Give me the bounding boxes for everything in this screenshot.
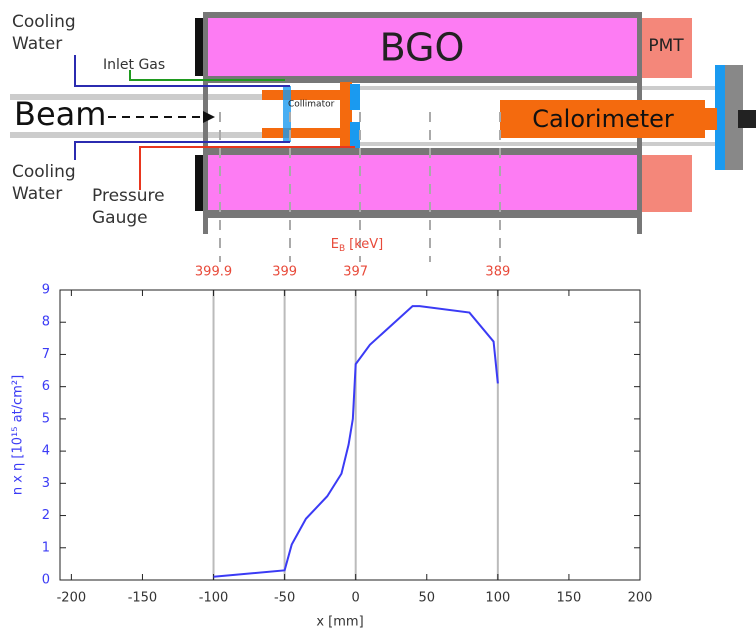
water-line <box>74 55 290 87</box>
label: Inlet Gas <box>103 57 165 73</box>
y-tick-label: 2 <box>42 508 50 523</box>
y-axis-label: n x η [10¹⁵ at/cm²] <box>11 375 26 495</box>
data-line <box>213 305 499 578</box>
frame <box>205 210 640 218</box>
y-tick-label: 5 <box>42 411 50 426</box>
x-axis-label: x [mm] <box>316 615 363 630</box>
label: Cooling <box>12 12 76 32</box>
end-cap <box>725 65 743 170</box>
bgo-crystal <box>205 155 640 212</box>
collimator <box>262 90 352 100</box>
label: Collimator <box>288 100 335 110</box>
label: Water <box>12 34 62 54</box>
connector <box>738 110 756 128</box>
frame <box>195 155 205 211</box>
x-tick-label: 100 <box>485 591 510 606</box>
label: Gauge <box>92 208 148 228</box>
x-tick-label: 200 <box>628 591 653 606</box>
top-tick-label: 397 <box>343 265 368 280</box>
calorimeter <box>705 108 717 130</box>
x-tick-label: 150 <box>557 591 582 606</box>
x-tick-label: 50 <box>418 591 435 606</box>
y-tick-label: 3 <box>42 476 50 491</box>
label-sub: B <box>339 244 345 254</box>
label: Water <box>12 184 62 204</box>
top-tick-label: 399.9 <box>195 265 232 280</box>
frame <box>205 148 640 155</box>
y-tick-label: 4 <box>42 444 50 459</box>
top-tick-label: 389 <box>485 265 510 280</box>
pipe <box>360 86 720 90</box>
calorimeter <box>500 100 705 138</box>
label-main: E <box>331 237 339 252</box>
plot: 399.9 399 397 389 0 1 2 3 4 5 6 7 8 9 -200 -150 -100 -50 0… <box>42 265 653 606</box>
label-unit: [keV] <box>349 237 383 252</box>
setup-diagram: Cooling Water Inlet Gas BGO PMT Beam Col… <box>10 12 756 262</box>
collimator <box>340 82 352 148</box>
top-tick-label: 399 <box>272 265 297 280</box>
flange <box>350 84 360 110</box>
label: Cooling <box>12 162 76 182</box>
pipe <box>10 132 280 138</box>
frame <box>205 76 640 83</box>
pipe <box>360 142 720 146</box>
y-tick-label: 6 <box>42 379 50 394</box>
y-tick-label: 9 <box>42 283 50 298</box>
pipe <box>10 94 280 100</box>
label: BGO <box>380 26 465 70</box>
pmt <box>640 18 692 78</box>
water-line <box>74 141 290 160</box>
pmt <box>640 155 692 212</box>
x-tick-label: -200 <box>57 591 87 606</box>
guides <box>219 112 501 262</box>
gauge-line <box>139 146 355 190</box>
frame <box>195 18 205 76</box>
x-tick-label: -100 <box>199 591 229 606</box>
y-tick-label: 8 <box>42 315 50 330</box>
frame <box>203 12 208 234</box>
label: Pressure <box>92 186 165 206</box>
x-tick-label: -50 <box>274 591 295 606</box>
flange <box>715 65 725 170</box>
y-tick-label: 7 <box>42 347 50 362</box>
arrow-head <box>203 111 215 123</box>
gas-line <box>129 70 285 81</box>
collimator <box>262 128 352 138</box>
top-axis-label: EB [keV] <box>331 237 384 254</box>
y-tick-label: 0 <box>42 573 50 588</box>
plot-frame <box>59 289 641 581</box>
y-tick-label: 1 <box>42 540 50 555</box>
label: Beam <box>14 95 106 133</box>
label: Calorimeter <box>532 105 674 133</box>
bgo-crystal <box>205 18 640 78</box>
flange <box>350 122 360 148</box>
x-tick-label: 0 <box>352 591 360 606</box>
label: PMT <box>648 36 684 56</box>
flange <box>283 86 291 142</box>
frame <box>205 12 640 20</box>
x-tick-label: -150 <box>128 591 158 606</box>
